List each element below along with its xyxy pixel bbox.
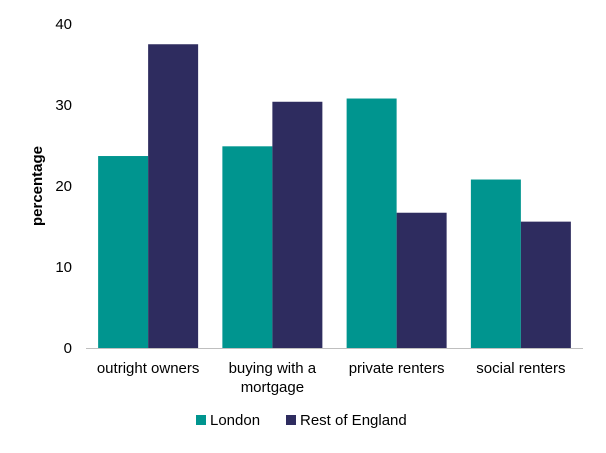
x-category-label: mortgage xyxy=(241,379,304,396)
y-tick-label: 0 xyxy=(64,340,72,357)
x-category-label: social renters xyxy=(476,360,565,377)
y-axis-ticks: 0 10 20 30 40 xyxy=(55,16,72,357)
x-axis-categories: outright owners buying with a mortgage priv… xyxy=(97,360,566,396)
x-category-label: private renters xyxy=(349,360,445,377)
y-axis-title: percentage xyxy=(29,146,46,226)
bar-rest-of-england-2 xyxy=(396,212,447,348)
y-tick-label: 30 xyxy=(55,97,72,114)
legend: London Rest of England xyxy=(196,412,407,429)
y-tick-label: 20 xyxy=(55,178,72,195)
bar-london-3 xyxy=(470,179,521,348)
bar-london-0 xyxy=(98,156,149,348)
bar-rest-of-england-0 xyxy=(148,44,199,348)
legend-label-rest-of-england: Rest of England xyxy=(300,412,407,429)
y-tick-label: 40 xyxy=(55,16,72,33)
x-category-label: buying with a xyxy=(229,360,317,377)
y-tick-label: 10 xyxy=(55,259,72,276)
bar-rest-of-england-3 xyxy=(520,221,571,348)
bar-london-1 xyxy=(222,146,273,348)
legend-swatch-london xyxy=(196,415,206,425)
bar-rest-of-england-1 xyxy=(272,101,323,348)
bar-london-2 xyxy=(346,98,397,349)
bars-group xyxy=(98,44,571,349)
legend-swatch-rest-of-england xyxy=(286,415,296,425)
x-category-label: outright owners xyxy=(97,360,200,377)
legend-label-london: London xyxy=(210,412,260,429)
